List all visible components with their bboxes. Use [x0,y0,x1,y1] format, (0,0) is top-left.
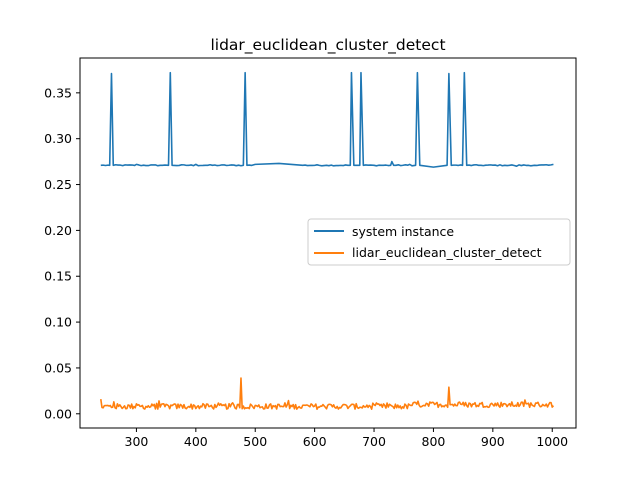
y-tick-label: 0.35 [44,85,72,100]
series-line-system-instance [100,71,554,168]
legend-label-lidar: lidar_euclidean_cluster_detect [352,245,542,260]
y-tick-label: 0.25 [44,177,72,192]
y-tick-label: 0.10 [44,315,72,330]
y-tick-label: 0.05 [44,360,72,375]
x-axis: 300 400 500 600 700 800 900 1000 [125,428,568,449]
x-tick-label: 800 [422,434,446,449]
series-layer [99,71,555,410]
x-tick-label: 500 [243,434,267,449]
x-tick-label: 700 [362,434,386,449]
y-tick-label: 0.20 [44,223,72,238]
y-tick-label: 0.00 [44,406,72,421]
y-tick-label: 0.15 [44,269,72,284]
x-tick-label: 400 [184,434,208,449]
x-tick-label: 600 [303,434,327,449]
y-tick-label: 0.30 [44,131,72,146]
legend-box [307,218,571,266]
x-tick-label: 300 [125,434,149,449]
x-tick-label: 900 [481,434,505,449]
axes-frame [79,57,577,429]
legend-label-system-instance: system instance [352,224,454,239]
chart-title: lidar_euclidean_cluster_detect [210,36,445,55]
legend: system instance lidar_euclidean_cluster_… [307,218,571,266]
y-axis: 0.00 0.05 0.10 0.15 0.20 0.25 0.30 0.35 [44,85,80,421]
x-tick-label: 1000 [536,434,568,449]
series-line-lidar [99,377,555,410]
